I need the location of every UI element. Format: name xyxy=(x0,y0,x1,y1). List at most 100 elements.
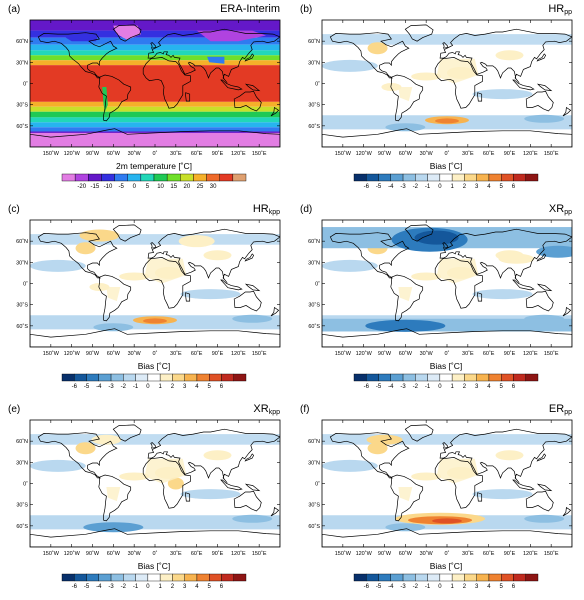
colorbar-segment xyxy=(415,573,428,582)
colorbar-segment xyxy=(208,373,222,382)
colorbar-segment xyxy=(86,373,99,382)
coastline-north-america xyxy=(329,432,410,479)
lon-tick-label: 90˚E xyxy=(504,550,516,557)
colorbar-label: 4 xyxy=(487,384,491,390)
colorbar-segment xyxy=(208,573,222,582)
colorbar-label: -4 xyxy=(388,384,394,390)
colorbar-segment xyxy=(427,573,441,582)
temperature-field xyxy=(30,20,280,147)
colorbar-segment xyxy=(135,573,149,582)
panel-label: (b) xyxy=(300,4,313,15)
colorbar-segment xyxy=(196,573,210,582)
lat-tick-label: 30˚N xyxy=(308,259,320,266)
colorbar-segment xyxy=(127,173,142,182)
coastline-europe-asia xyxy=(439,228,572,284)
panel-d: (d) XRpp 60˚N 30˚N 0˚ 30˚S 60˚S 150˚W 120˚W 90˚W 6… xyxy=(292,200,584,400)
lon-tick-label: 120˚E xyxy=(231,350,246,357)
lon-tick-label: 150˚W xyxy=(335,550,352,557)
colorbar-segment xyxy=(180,173,194,182)
colorbar-label: -6 xyxy=(72,584,78,590)
colorbar-label: 0 xyxy=(133,184,137,190)
colorbar-title: Bias [˚C] xyxy=(137,361,171,371)
colorbar-label: -5 xyxy=(84,584,90,590)
lon-tick-label: 60˚W xyxy=(399,550,413,557)
lon-tick-label: 60˚E xyxy=(191,350,203,357)
colorbar-segment xyxy=(61,373,75,382)
colorbar-label: 0 xyxy=(146,584,150,590)
colorbar-label: 1 xyxy=(158,584,162,590)
colorbar-label: 5 xyxy=(208,584,212,590)
map-svg: 60˚N 30˚N 0˚ 30˚S 60˚S 150˚W 120˚W 90˚W 60˚W 30˚W… xyxy=(16,219,281,390)
colorbar-segment xyxy=(378,573,391,582)
colorbar-segment xyxy=(123,373,136,382)
colorbar-label: -2 xyxy=(413,184,419,190)
lon-tick-label: 150˚E xyxy=(544,550,559,557)
lon-tick-label: 60˚W xyxy=(107,350,121,357)
colorbar-label: 0 xyxy=(438,384,442,390)
lon-tick-label: 0˚ xyxy=(153,350,158,357)
colorbar-segment xyxy=(415,173,428,182)
colorbar-segment xyxy=(513,373,526,382)
colorbar-label: 0 xyxy=(146,384,150,390)
colorbar-segment xyxy=(147,573,161,582)
coastline-uk xyxy=(442,242,449,249)
colorbar-label: -5 xyxy=(376,384,382,390)
lon-tick-label: 90˚E xyxy=(504,150,516,157)
colorbar-segment xyxy=(184,373,198,382)
lon-tick-label: 60˚E xyxy=(483,150,495,157)
coastline-africa xyxy=(142,257,191,309)
lon-tick-label: 120˚E xyxy=(523,550,538,557)
lon-tick-label: 120˚W xyxy=(356,350,373,357)
colorbar-segment xyxy=(378,373,391,382)
colorbar-segment xyxy=(98,373,112,382)
panel-title-sub: pp xyxy=(564,409,572,416)
colorbar-label: 3 xyxy=(183,584,187,590)
colorbar: -6 -5 -4 -3 -2 -1 0 1 2 3 4 5 6 xyxy=(353,373,539,390)
panel-title: HRpp xyxy=(548,3,572,16)
lon-tick-label: 0˚ xyxy=(445,550,450,557)
colorbar-segment xyxy=(476,173,490,182)
lon-tick-label: 120˚E xyxy=(231,150,246,157)
colorbar-label: 6 xyxy=(512,584,516,590)
colorbar-label: -1 xyxy=(425,384,431,390)
lon-tick-label: 120˚E xyxy=(231,550,246,557)
coastline-greenland xyxy=(112,24,142,42)
colorbar-segment xyxy=(378,173,391,182)
lon-tick-label: 60˚E xyxy=(483,350,495,357)
lat-tick-label: 0˚ xyxy=(23,81,28,88)
colorbar-label: 6 xyxy=(220,384,224,390)
panel-label: (d) xyxy=(300,204,313,215)
colorbar-segment xyxy=(464,573,477,582)
coastline-australia xyxy=(233,90,262,112)
colorbar-segment xyxy=(464,373,477,382)
coastline-uk xyxy=(150,242,157,249)
coastline-indonesia xyxy=(220,279,243,291)
colorbar-label: -4 xyxy=(388,584,394,590)
colorbar-segment xyxy=(464,173,477,182)
coastline-indonesia xyxy=(512,479,535,491)
colorbar-segment xyxy=(390,373,404,382)
lat-tick-label: 60˚S xyxy=(308,523,320,530)
colorbar-label: 6 xyxy=(220,584,224,590)
lat-tick-label: 30˚N xyxy=(308,59,320,66)
lon-tick-label: 120˚W xyxy=(356,550,373,557)
coastline-africa xyxy=(434,57,483,109)
colorbar-label: -15 xyxy=(91,184,100,190)
lat-tick-label: 60˚N xyxy=(308,38,320,45)
coastline-new-zealand xyxy=(562,106,572,117)
colorbar: -6 -5 -4 -3 -2 -1 0 1 2 3 4 5 6 xyxy=(61,573,247,590)
coastline-uk xyxy=(150,42,157,49)
colorbar-label: 3 xyxy=(475,184,479,190)
coastline-arabia-madagascar xyxy=(185,92,191,102)
map-svg: 60˚N 30˚N 0˚ 30˚S 60˚S 150˚W 120˚W 90˚W 60˚W 30˚W… xyxy=(308,19,573,190)
lon-tick-label: 90˚E xyxy=(212,150,224,157)
colorbar-segment xyxy=(159,373,173,382)
coastline-indonesia xyxy=(220,479,243,491)
coastline-australia xyxy=(525,290,554,312)
colorbar-label: -2 xyxy=(121,384,127,390)
lon-tick-label: 30˚E xyxy=(170,550,182,557)
colorbar-segment xyxy=(402,373,416,382)
colorbar-segment xyxy=(74,373,87,382)
coastline-antarctica xyxy=(30,128,280,147)
colorbar-label: -3 xyxy=(108,384,114,390)
